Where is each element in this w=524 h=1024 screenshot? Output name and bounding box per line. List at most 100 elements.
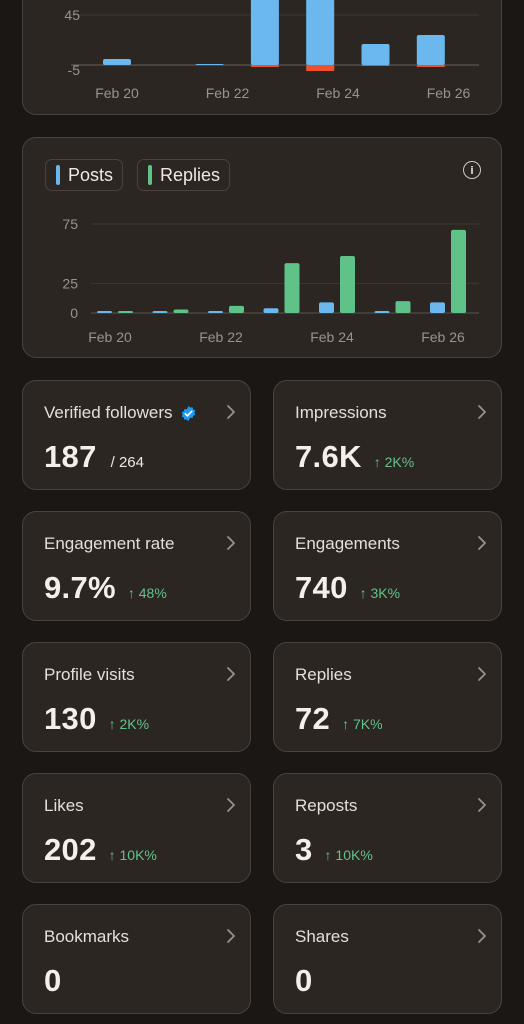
y-tick-label: 45 <box>64 7 80 23</box>
stat-label-text: Profile visits <box>44 665 135 684</box>
posts-replies-chart-card: 0 25 75 Feb 20 Feb 22 Feb 24 Feb 26 Posts Repl… <box>22 137 502 358</box>
stat-label: Engagement rate <box>44 534 174 554</box>
bar-negative <box>306 65 335 71</box>
legend-replies-label: Replies <box>160 164 221 185</box>
stat-value-row: 0 <box>44 963 62 999</box>
y-tick-label: 75 <box>62 216 78 232</box>
y-tick-label: -5 <box>68 62 81 78</box>
y-tick-label: 0 <box>70 305 78 321</box>
chevron-right-icon[interactable] <box>475 796 489 814</box>
chevron-right-icon[interactable] <box>224 927 238 945</box>
stat-delta: ↑ 48% <box>127 585 167 601</box>
info-icon[interactable]: i <box>463 161 481 179</box>
stat-delta: ↑ 7K% <box>342 716 383 732</box>
chevron-right-icon[interactable] <box>475 927 489 945</box>
stat-card-engagement-rate[interactable]: Engagement rate 9.7% ↑ 48% <box>22 511 251 621</box>
stat-label-text: Engagement rate <box>44 534 175 553</box>
stat-label: Profile visits <box>44 665 135 685</box>
x-tick-label: Feb 26 <box>427 85 471 101</box>
bar-positive <box>195 64 224 65</box>
stat-value-row: 0 <box>295 963 313 999</box>
x-tick-label: Feb 20 <box>95 85 139 101</box>
bar-posts <box>430 302 445 313</box>
bar-posts <box>263 308 279 313</box>
posts-replies-chart: 0 25 75 Feb 20 Feb 22 Feb 24 Feb 26 <box>62 216 479 345</box>
stat-value: 740 <box>295 570 348 605</box>
stat-value: 0 <box>44 963 62 998</box>
stat-card-shares[interactable]: Shares 0 <box>273 904 502 1014</box>
replies-swatch <box>148 165 152 185</box>
bar-negative <box>416 65 445 67</box>
bar-posts <box>319 302 334 313</box>
stat-card-likes[interactable]: Likes 202 ↑ 10K% <box>22 773 251 883</box>
x-tick-label: Feb 26 <box>421 329 465 345</box>
stat-card-engagements[interactable]: Engagements 740 ↑ 3K% <box>273 511 502 621</box>
stat-value: 187 <box>44 439 97 474</box>
stat-value-row: 72 ↑ 7K% <box>295 701 383 737</box>
x-tick-label: Feb 24 <box>310 329 354 345</box>
top-chart: 45 -5 Feb 20 Feb 22 Feb 24 Feb 26 <box>64 0 479 101</box>
bar-posts <box>97 311 112 313</box>
posts-swatch <box>56 165 60 185</box>
verified-badge-icon <box>180 405 197 422</box>
chevron-right-icon[interactable] <box>475 534 489 552</box>
x-tick-label: Feb 24 <box>316 85 360 101</box>
stat-card-bookmarks[interactable]: Bookmarks 0 <box>22 904 251 1014</box>
stat-label: Bookmarks <box>44 927 129 947</box>
stat-value: 7.6K <box>295 439 362 474</box>
stat-card-verified-followers[interactable]: Verified followers 187 / 264 <box>22 380 251 490</box>
chevron-right-icon[interactable] <box>224 665 238 683</box>
stat-value: 130 <box>44 701 97 736</box>
stat-value: 9.7% <box>44 570 116 605</box>
stat-value-row: 7.6K ↑ 2K% <box>295 439 414 475</box>
stat-label: Replies <box>295 665 352 685</box>
stat-delta: ↑ 10K% <box>108 847 157 863</box>
x-tick-label: Feb 20 <box>88 329 132 345</box>
stat-value-row: 9.7% ↑ 48% <box>44 570 167 606</box>
stat-card-impressions[interactable]: Impressions 7.6K ↑ 2K% <box>273 380 502 490</box>
chevron-right-icon[interactable] <box>475 403 489 421</box>
legend-replies[interactable]: Replies <box>137 159 231 191</box>
stat-total: / 264 <box>110 454 144 471</box>
stat-delta: ↑ 3K% <box>359 585 401 601</box>
bar-posts <box>374 311 390 313</box>
legend-posts-label: Posts <box>68 164 114 185</box>
stat-card-replies[interactable]: Replies 72 ↑ 7K% <box>273 642 502 752</box>
legend-posts[interactable]: Posts <box>45 159 124 191</box>
stat-label-text: Impressions <box>295 403 387 422</box>
stat-label-text: Verified followers <box>44 403 173 422</box>
bar-posts <box>152 311 168 313</box>
stat-delta: ↑ 2K% <box>373 454 415 470</box>
stat-label: Engagements <box>295 534 400 554</box>
stat-value-row: 3 ↑ 10K% <box>295 832 373 868</box>
chevron-right-icon[interactable] <box>224 534 238 552</box>
bar-negative <box>361 65 390 66</box>
stat-label: Shares <box>295 927 349 947</box>
stat-label: Impressions <box>295 403 387 423</box>
stat-value-row: 130 ↑ 2K% <box>44 701 149 737</box>
bar-replies <box>173 309 189 313</box>
stat-label-text: Shares <box>295 927 349 946</box>
stat-value-row: 187 / 264 <box>44 439 144 475</box>
chevron-right-icon[interactable] <box>224 403 238 421</box>
top-chart-card: 45 -5 Feb 20 Feb 22 Feb 24 Feb 26 <box>22 0 502 115</box>
stat-value: 0 <box>295 963 313 998</box>
bar-posts <box>208 311 223 313</box>
chevron-right-icon[interactable] <box>224 796 238 814</box>
stat-label-text: Bookmarks <box>44 927 130 946</box>
bar-replies <box>340 256 355 313</box>
stat-label: Reposts <box>295 796 357 816</box>
x-tick-label: Feb 22 <box>206 85 250 101</box>
stat-card-profile-visits[interactable]: Profile visits 130 ↑ 2K% <box>22 642 251 752</box>
stat-value: 3 <box>295 832 313 867</box>
chevron-right-icon[interactable] <box>475 665 489 683</box>
stat-delta: ↑ 10K% <box>324 847 373 863</box>
bar-replies <box>395 301 411 313</box>
bar-positive <box>250 0 279 65</box>
bar-negative <box>250 65 279 67</box>
stat-value: 72 <box>295 701 331 736</box>
stat-card-reposts[interactable]: Reposts 3 ↑ 10K% <box>273 773 502 883</box>
bar-replies <box>118 311 133 313</box>
stat-label-text: Replies <box>295 665 352 684</box>
